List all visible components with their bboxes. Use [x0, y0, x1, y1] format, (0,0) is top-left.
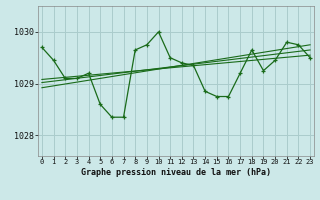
X-axis label: Graphe pression niveau de la mer (hPa): Graphe pression niveau de la mer (hPa)	[81, 168, 271, 177]
